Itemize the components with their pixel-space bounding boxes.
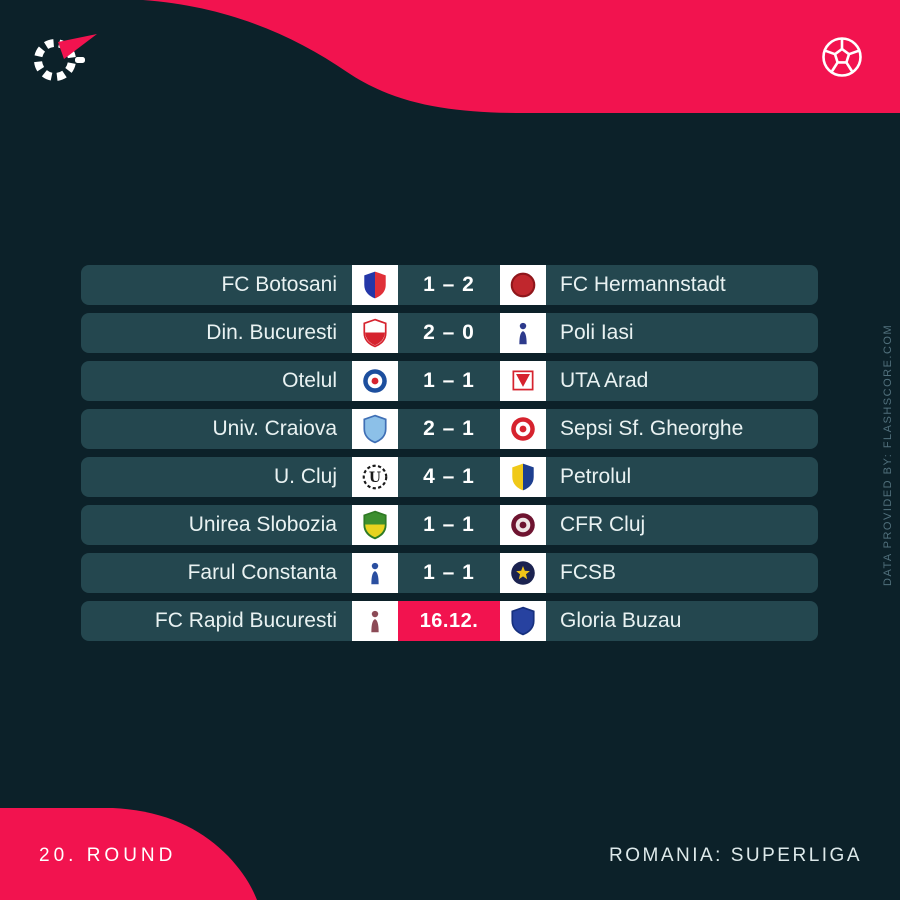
data-provider-watermark: DATA PROVIDED BY: FLASHSCORE.COM [882,323,894,586]
match-score: 1 – 2 [423,273,475,296]
svg-text:U: U [369,470,381,486]
away-team-name: FCSB [560,561,617,584]
petrolul-crest [500,457,546,497]
match-row[interactable]: Unirea Slobozia 1 – 1 CFR Cluj [81,505,818,545]
sepsi-crest [500,409,546,449]
gloria-buzau-crest [500,601,546,641]
match-score: 1 – 1 [423,369,475,392]
univ-craiova-crest [352,409,398,449]
match-score: 4 – 1 [423,465,475,488]
farul-constanta-crest [352,553,398,593]
u-cluj-crest: U [352,457,398,497]
fcsb-crest [500,553,546,593]
match-row[interactable]: FC Botosani 1 – 2 FC Hermannstadt [81,265,818,305]
match-score: 2 – 0 [423,321,475,344]
fc-hermannstadt-crest [500,265,546,305]
match-row[interactable]: FC Rapid Bucuresti 16.12. Gloria Buzau [81,601,818,641]
away-team-name: Gloria Buzau [560,609,682,632]
away-team-name: CFR Cluj [560,513,646,536]
match-score: 2 – 1 [423,417,475,440]
match-score: 1 – 1 [423,513,475,536]
dinamo-bucuresti-crest [352,313,398,353]
home-team-name: Univ. Craiova [212,417,337,440]
flashscore-logo [34,34,97,81]
match-row[interactable]: U. Cluj U 4 – 1 Petrolul [81,457,818,497]
home-team-name: Otelul [282,369,337,392]
away-team-name: Poli Iasi [560,321,634,344]
match-row[interactable]: Otelul 1 – 1 UTA Arad [81,361,818,401]
match-row[interactable]: Farul Constanta 1 – 1 FCSB [81,553,818,593]
match-score: 16.12. [398,601,500,641]
home-team-name: FC Botosani [221,273,337,296]
top-pink-band [143,0,900,113]
football-icon [822,37,862,77]
fc-botosani-crest [352,265,398,305]
away-team-name: FC Hermannstadt [560,273,726,296]
match-score: 1 – 1 [423,561,475,584]
cfr-cluj-crest [500,505,546,545]
poli-iasi-crest [500,313,546,353]
away-team-name: Sepsi Sf. Gheorghe [560,417,744,440]
fc-rapid-bucuresti-crest [352,601,398,641]
home-team-name: U. Cluj [273,465,337,488]
home-team-name: Unirea Slobozia [188,513,337,536]
unirea-slobozia-crest [352,505,398,545]
uta-arad-crest [500,361,546,401]
home-team-name: Din. Bucuresti [206,321,337,344]
away-team-name: Petrolul [560,465,632,488]
home-team-name: Farul Constanta [187,561,337,584]
otelul-crest [352,361,398,401]
match-row[interactable]: Univ. Craiova 2 – 1 Sepsi Sf. Gheorghe [81,409,818,449]
league-label: ROMANIA: SUPERLIGA [609,845,862,866]
match-row[interactable]: Din. Bucuresti 2 – 0 Poli Iasi [81,313,818,353]
home-team-name: FC Rapid Bucuresti [154,609,337,632]
matches-list: FC Botosani 1 – 2 FC Hermannstadt Din. B… [81,265,818,649]
round-label: 20. ROUND [39,845,177,866]
away-team-name: UTA Arad [560,369,649,392]
